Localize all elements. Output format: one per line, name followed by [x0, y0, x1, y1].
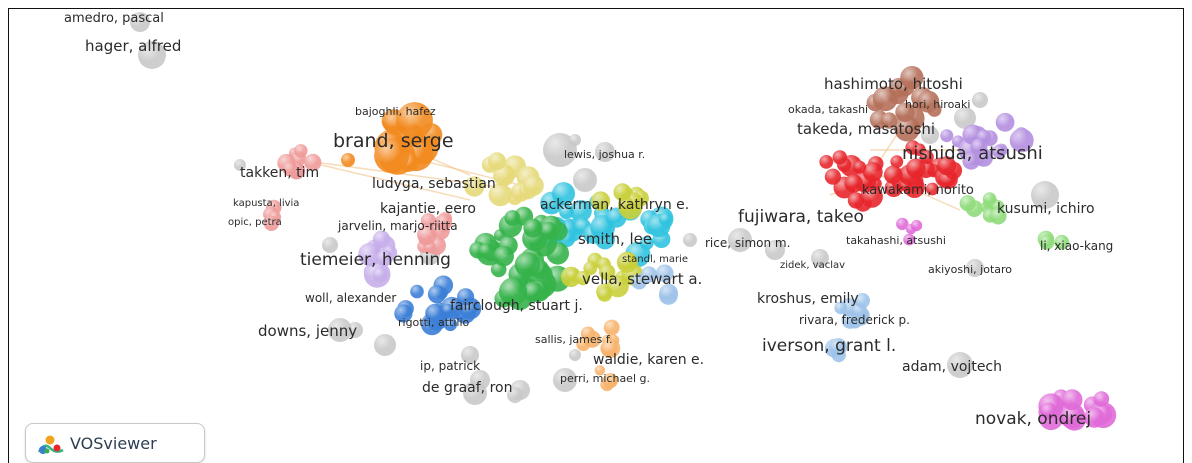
label-layer: amedro, pascal hager, alfred bajoghli, haf…: [64, 11, 1113, 429]
cluster-blue-node[interactable]: [427, 285, 447, 304]
author-label: de graaf, ron: [422, 380, 512, 396]
author-node[interactable]: [683, 233, 697, 247]
author-label: ackerman, kathryn e.: [540, 197, 689, 213]
author-label: fujiwara, takeo: [738, 207, 864, 227]
cluster-lavender-node[interactable]: [372, 230, 391, 248]
author-label: hashimoto, hitoshi: [824, 75, 963, 93]
cluster-salmon-node[interactable]: [294, 144, 308, 158]
author-label: opic, petra: [228, 217, 282, 228]
author-label: woll, alexander: [305, 291, 396, 305]
cluster-red-node[interactable]: [862, 162, 883, 182]
author-label: novak, ondrej: [975, 409, 1091, 429]
author-label: vella, stewart a.: [582, 270, 702, 288]
author-label: ludyga, sebastian: [372, 176, 496, 192]
vosviewer-logo[interactable]: VOSviewer: [25, 423, 205, 463]
author-label: kapusta, livia: [233, 198, 299, 209]
author-label: bajoghli, hafez: [355, 105, 436, 118]
author-label: downs, jenny: [258, 322, 357, 340]
cluster-orange-node[interactable]: [341, 153, 355, 167]
author-label: rivara, frederick p.: [799, 313, 910, 327]
link: [299, 159, 471, 201]
author-label: okada, takashi: [788, 103, 868, 116]
cluster-purple-node[interactable]: [995, 112, 1015, 132]
cluster-green-node[interactable]: [539, 221, 558, 240]
cluster-pink-node[interactable]: [1061, 389, 1083, 411]
author-node[interactable]: [374, 334, 396, 356]
map-frame: [8, 8, 1184, 463]
author-label: smith, lee: [578, 230, 652, 248]
author-node[interactable]: [569, 134, 581, 146]
cluster-sand-node[interactable]: [523, 175, 544, 196]
author-label: takken, tim: [240, 165, 319, 181]
cluster-yellow-node[interactable]: [597, 286, 613, 302]
author-label: hori, hiroaki: [905, 98, 970, 111]
vosviewer-logo-text: VOSviewer: [70, 433, 157, 453]
author-label: adam, vojtech: [902, 359, 1002, 375]
cluster-green-node[interactable]: [504, 210, 521, 226]
cluster-green-node[interactable]: [478, 243, 494, 259]
author-label: ip, patrick: [420, 359, 480, 373]
cluster-red-node[interactable]: [832, 150, 847, 165]
author-label: waldie, karen e.: [593, 352, 704, 368]
cluster-sand-node[interactable]: [488, 152, 506, 171]
author-label: kawakami, norito: [862, 183, 974, 198]
author-label: sallis, james f.: [535, 333, 612, 346]
author-label: zidek, vaclav: [780, 260, 845, 271]
cluster-red-node[interactable]: [819, 155, 834, 169]
author-label: perri, michael g.: [560, 372, 650, 385]
author-label: jarvelin, marjo-riitta: [337, 219, 458, 233]
vosviewer-logo-icon: [37, 435, 64, 454]
author-label: kajantie, eero: [380, 201, 476, 217]
cluster-pink-node[interactable]: [1093, 391, 1110, 407]
cluster-green-node[interactable]: [493, 245, 514, 267]
cluster-red-node[interactable]: [853, 160, 867, 174]
author-label: li, xiao-kang: [1040, 239, 1113, 253]
author-node[interactable]: [972, 92, 988, 108]
cluster-blue-node[interactable]: [410, 284, 424, 299]
author-label: takahashi, atsushi: [846, 234, 946, 247]
author-node[interactable]: [569, 349, 581, 361]
cluster-cyan-node[interactable]: [659, 212, 673, 226]
author-label: fairclough, stuart j.: [450, 298, 583, 314]
author-label: takeda, masatoshi: [797, 120, 935, 138]
author-label: akiyoshi, jotaro: [928, 263, 1012, 276]
author-label: hager, alfred: [85, 37, 181, 55]
cluster-red-node[interactable]: [844, 174, 863, 193]
author-label: kroshus, emily: [757, 291, 859, 307]
cluster-lightgreen-node[interactable]: [982, 192, 997, 206]
cluster-green-node[interactable]: [514, 252, 541, 278]
cluster-red-node[interactable]: [824, 168, 842, 185]
author-label: nishida, atsushi: [902, 143, 1043, 164]
author-label: rice, simon m.: [705, 236, 790, 250]
cluster-purple-node[interactable]: [940, 129, 954, 143]
author-label: rigotti, attilio: [398, 316, 470, 329]
cluster-red-node[interactable]: [884, 165, 903, 184]
author-label: tiemeier, henning: [300, 250, 451, 270]
author-label: brand, serge: [333, 130, 454, 152]
author-node[interactable]: [573, 168, 597, 192]
cluster-green-node[interactable]: [523, 218, 543, 238]
author-label: standl, marie: [622, 254, 688, 265]
author-label: iverson, grant l.: [762, 336, 896, 356]
author-label: kusumi, ichiro: [997, 201, 1095, 217]
cluster-pink-node[interactable]: [911, 220, 923, 232]
author-label: lewis, joshua r.: [564, 148, 645, 161]
author-label: amedro, pascal: [64, 11, 164, 26]
